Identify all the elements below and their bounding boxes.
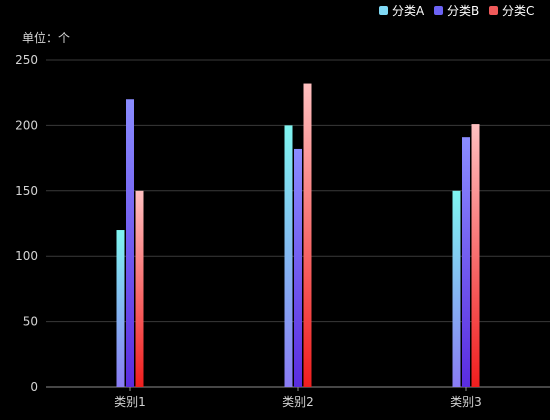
legend-swatch <box>434 6 443 15</box>
legend-item-3[interactable]: 分类C <box>489 4 534 18</box>
x-axis-ticks: 类别1 类别2 类别3 <box>114 387 482 409</box>
y-tick-label: 100 <box>15 249 38 263</box>
legend-item-2[interactable]: 分类B <box>434 4 479 18</box>
y-tick-label: 250 <box>15 53 38 67</box>
y-axis-ticks: 0 50 100 150 200 250 <box>15 53 38 394</box>
legend-swatch <box>379 6 388 15</box>
bar-3-2[interactable] <box>303 83 312 387</box>
legend-label: 分类A <box>392 4 425 18</box>
bar-3-1[interactable] <box>135 190 144 387</box>
bar-1-1[interactable] <box>116 230 125 387</box>
legend-label: 分类C <box>502 4 534 18</box>
y-tick-label: 150 <box>15 184 38 198</box>
bar-1-2[interactable] <box>284 125 293 388</box>
x-tick-label: 类别2 <box>282 395 314 409</box>
legend-label: 分类B <box>447 4 479 18</box>
bar-3-3[interactable] <box>471 124 480 387</box>
bar-1-3[interactable] <box>452 190 461 387</box>
bar-2-1[interactable] <box>126 99 134 388</box>
legend-item-1[interactable]: 分类A <box>379 4 425 18</box>
y-tick-label: 200 <box>15 118 38 132</box>
legend-swatch <box>489 6 498 15</box>
bars <box>116 83 480 388</box>
y-tick-label: 50 <box>23 315 38 329</box>
bar-2-2[interactable] <box>294 148 302 387</box>
y-tick-label: 0 <box>30 380 38 394</box>
x-tick-label: 类别1 <box>114 395 146 409</box>
x-tick-label: 类别3 <box>450 395 482 409</box>
bar-2-3[interactable] <box>462 137 470 387</box>
unit-label: 单位：个 <box>22 30 70 45</box>
legend[interactable]: 分类A 分类B 分类C <box>379 4 534 18</box>
